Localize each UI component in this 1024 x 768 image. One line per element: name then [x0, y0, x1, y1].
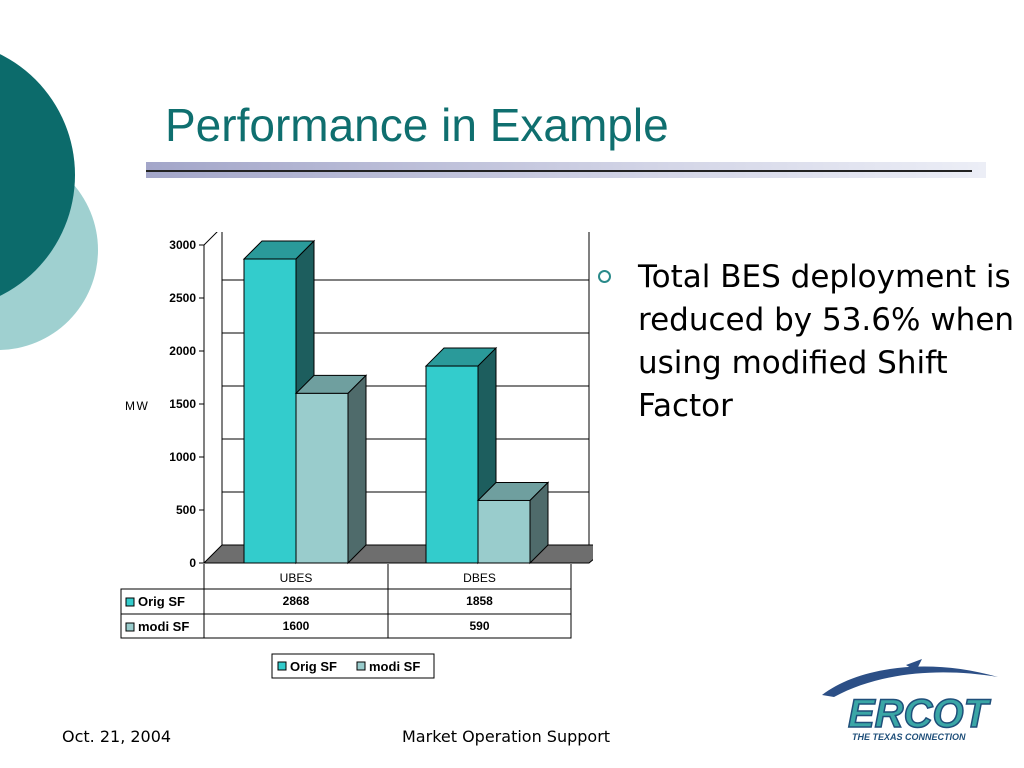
title-underline-rule: [146, 170, 972, 172]
chart-axis: 0 500 1000 1500 2000 2500 3000: [169, 232, 218, 570]
table-series-swatch: [125, 622, 135, 632]
chart-bars: [242, 239, 550, 565]
legend-box: [271, 653, 435, 679]
table-cell-value: 590: [469, 619, 489, 633]
chart-legend: Orig SF modi SF: [271, 653, 435, 679]
legend-entry: Orig SF: [290, 659, 337, 674]
chart-data-table: UBES DBES Orig SF 2868 1858 modi SF 1600 590: [120, 564, 572, 639]
bar-chart: 0 500 1000 1500 2000 2500 3000 MW UBES DBES Orig…: [120, 232, 593, 679]
table-series-swatch: [125, 597, 135, 607]
bar-front: [295, 392, 349, 564]
y-tick-label: 3000: [169, 238, 196, 252]
swoosh-arrow-icon: [906, 659, 922, 671]
y-tick-label: 1000: [169, 450, 196, 464]
dark-teal-circle: [0, 54, 75, 296]
bar-front: [425, 365, 479, 564]
y-tick-label: 2000: [169, 344, 196, 358]
y-tick-label: 1500: [169, 397, 196, 411]
swoosh-icon: [822, 666, 998, 697]
legend-swatch: [277, 661, 287, 671]
y-tick-label: 500: [176, 503, 196, 517]
slide-title: Performance in Example: [165, 99, 669, 151]
bar-modi-sf-dbes: [476, 481, 550, 565]
table-cell-value: 2868: [283, 594, 310, 608]
table-category-label: UBES: [280, 571, 313, 585]
footer-date: Oct. 21, 2004: [62, 727, 172, 746]
bar-front: [477, 499, 531, 564]
legend-swatch: [356, 661, 366, 671]
table-cell-value: 1858: [466, 594, 493, 608]
y-tick-label: 2500: [169, 291, 196, 305]
bar-side: [347, 374, 367, 565]
table-series-label: modi SF: [138, 619, 189, 634]
table-cell-value: 1600: [283, 619, 310, 633]
y-axis-depth-line: [203, 232, 218, 246]
logo-wordmark: ERCOT: [848, 692, 992, 736]
logo-tagline: THE TEXAS CONNECTION: [852, 732, 966, 742]
table-series-label: Orig SF: [138, 594, 185, 609]
footer-center-text: Market Operation Support: [402, 727, 611, 746]
decorative-circles: [0, 54, 98, 350]
bar-modi-sf-ubes: [294, 374, 368, 565]
ercot-logo: ERCOT THE TEXAS CONNECTION: [822, 659, 998, 742]
bar-front: [243, 258, 297, 564]
y-tick-label: 0: [189, 556, 196, 570]
y-axis-label: MW: [125, 399, 149, 413]
legend-entry: modi SF: [369, 659, 420, 674]
bullet-text: Total BES deployment is reduced by 53.6%…: [638, 259, 1015, 424]
table-category-label: DBES: [463, 571, 496, 585]
hollow-circle-bullet-icon: [598, 270, 611, 283]
